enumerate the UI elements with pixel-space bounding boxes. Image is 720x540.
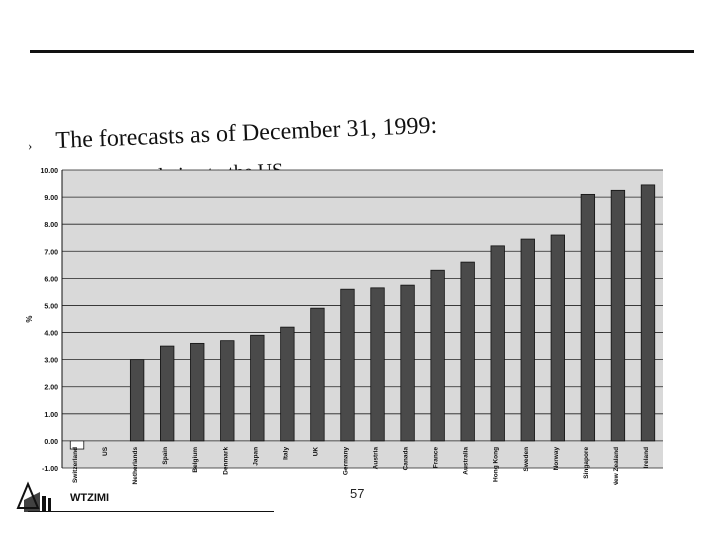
- bar: [520, 238, 535, 442]
- slide-header: › The forecasts as of December 31, 1999:…: [0, 62, 720, 190]
- page-number: 57: [350, 486, 365, 501]
- y-tick-label: -1.00: [42, 466, 58, 473]
- x-tick-label: Denmark: [222, 447, 229, 475]
- bar: [550, 234, 565, 442]
- bar-chart: -1.00 0.00 1.00 2.00 3.00 4.00 5.00 6.00 7.00 8.0…: [18, 150, 678, 485]
- bar: [280, 326, 295, 442]
- y-tick-label: 7.00: [44, 249, 58, 256]
- y-tick-label: 9.00: [44, 195, 58, 202]
- bar: [370, 287, 385, 442]
- x-tick-label: New Zealand: [613, 447, 620, 485]
- logo-text: WTZIMI: [70, 492, 110, 504]
- bar: [340, 288, 355, 442]
- bar: [610, 189, 626, 442]
- bar: [490, 245, 505, 442]
- y-tick-label: 2.00: [44, 385, 58, 392]
- x-tick-label: Hong Kong: [493, 447, 500, 482]
- y-tick-label: 10.00: [40, 168, 58, 175]
- x-tick-label: Germany: [342, 447, 349, 476]
- x-tick-label: Norway: [553, 447, 560, 471]
- y-tick-label: 5.00: [44, 303, 58, 310]
- y-tick-label: 3.00: [44, 358, 58, 365]
- bullet-icon: ›: [28, 138, 33, 153]
- x-tick-label: Japan: [252, 447, 259, 466]
- x-tick-label: Switzerland: [72, 447, 79, 483]
- x-tick-label: Australia: [463, 447, 470, 475]
- y-tick-label: 1.00: [44, 412, 58, 419]
- slide-title: The forecasts as of December 31, 1999:: [55, 112, 438, 154]
- bar: [460, 261, 475, 442]
- y-tick-label: 8.00: [44, 222, 58, 229]
- x-tick-label: UK: [312, 447, 319, 457]
- university-logo-icon: [14, 478, 74, 518]
- bar: [310, 307, 325, 442]
- x-tick-label: France: [433, 447, 440, 469]
- bar: [220, 340, 235, 442]
- bar: [160, 345, 175, 442]
- bar: [190, 342, 205, 442]
- bar: [129, 359, 145, 442]
- x-tick-label: Singapore: [583, 447, 590, 479]
- bar: [400, 284, 415, 442]
- y-tick-label: 0.00: [44, 439, 58, 446]
- x-tick-label: US: [102, 446, 109, 456]
- y-tick-label: 6.00: [44, 276, 58, 283]
- chart-svg: -1.00 0.00 1.00 2.00 3.00 4.00 5.00 6.00 7.00 8.0…: [25, 168, 663, 485]
- bottom-divider: [28, 511, 274, 512]
- bar: [580, 193, 596, 442]
- x-tick-label: Canada: [403, 447, 410, 471]
- bar: [250, 334, 265, 442]
- top-divider: [30, 50, 694, 53]
- bar: [69, 440, 85, 450]
- y-axis-label: %: [25, 315, 34, 322]
- x-tick-label: Sweden: [523, 447, 530, 472]
- plot-area: [62, 170, 663, 468]
- y-tick-label: 4.00: [44, 331, 58, 338]
- x-tick-label: Spain: [162, 447, 169, 465]
- x-tick-label: Italy: [282, 447, 289, 460]
- x-tick-label: Ireland: [643, 447, 650, 468]
- bar: [430, 269, 445, 442]
- x-tick-label: Netherlands: [132, 447, 139, 485]
- x-tick-label: Austria: [373, 447, 380, 470]
- bar: [640, 184, 656, 442]
- x-tick-label: Belgium: [192, 447, 199, 473]
